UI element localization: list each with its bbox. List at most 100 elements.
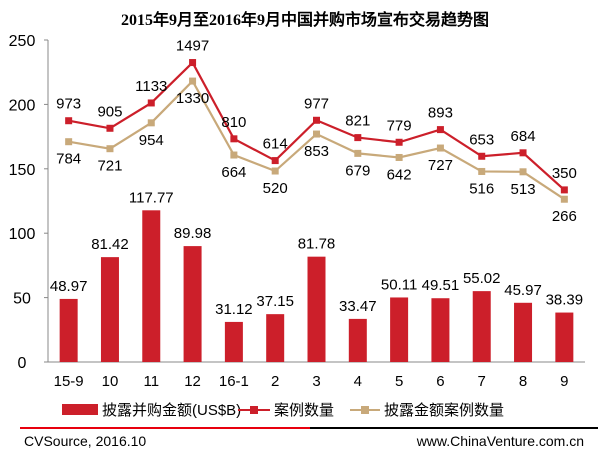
line-marker <box>395 153 403 161</box>
line-data-label: 513 <box>511 181 536 198</box>
x-tick-label: 16-1 <box>219 373 249 390</box>
line-data-label: 350 <box>552 165 577 182</box>
line-data-label: 1330 <box>176 90 209 107</box>
x-tick-label: 4 <box>354 373 362 390</box>
line-marker <box>519 168 527 176</box>
line-data-label: 679 <box>345 162 370 179</box>
line-marker <box>478 152 486 160</box>
chart-title: 2015年9月至2016年9月中国并购市场宣布交易趋势图 <box>120 12 489 29</box>
bar-data-label: 31.12 <box>215 301 253 318</box>
bar-data-label: 45.97 <box>504 282 542 299</box>
x-tick-label: 11 <box>143 373 159 390</box>
legend-swatch-marker <box>250 406 258 414</box>
x-tick-label: 7 <box>478 373 486 390</box>
line-data-label: 516 <box>469 180 494 197</box>
line-data-label: 905 <box>97 103 122 120</box>
line-marker <box>478 167 486 175</box>
line-marker <box>147 119 155 127</box>
bar-data-label: 81.42 <box>91 236 129 253</box>
line-marker <box>519 149 527 157</box>
bar <box>100 257 119 362</box>
source-label: CVSource, 2016.10 <box>24 433 147 449</box>
legend-swatch-marker <box>361 406 369 414</box>
y-tick-label: 50 <box>13 291 31 308</box>
bar <box>472 291 491 362</box>
line-marker <box>560 186 568 194</box>
bar-data-label: 81.78 <box>298 236 336 253</box>
bar-data-label: 89.98 <box>174 225 212 242</box>
line-marker <box>271 157 279 165</box>
line-data-label: 954 <box>139 132 164 149</box>
line-marker <box>313 116 320 124</box>
legend-label: 案例数量 <box>274 401 334 419</box>
bar <box>390 297 409 362</box>
bar-data-label: 49.51 <box>422 277 460 294</box>
line-data-label: 1497 <box>176 38 209 55</box>
line-data-label: 1133 <box>135 78 167 95</box>
line-data-label: 653 <box>469 131 494 148</box>
line-data-label: 727 <box>428 157 453 174</box>
line-data-label: 977 <box>304 95 329 112</box>
x-tick-label: 15-9 <box>54 373 84 390</box>
line-marker <box>65 138 73 146</box>
legend-swatch-bar <box>62 404 98 415</box>
bar-data-label: 33.47 <box>339 298 377 315</box>
x-tick-label: 9 <box>560 373 568 390</box>
y-tick-label: 0 <box>18 355 27 372</box>
y-tick-label: 150 <box>9 162 36 179</box>
line-marker <box>230 151 238 159</box>
x-tick-label: 2 <box>271 373 279 390</box>
line-data-label: 642 <box>387 166 412 183</box>
line-marker <box>147 99 155 107</box>
bar-data-label: 38.39 <box>546 292 584 309</box>
line-marker <box>189 59 197 67</box>
line-marker <box>106 145 114 153</box>
line-data-label: 821 <box>345 113 370 130</box>
line-marker <box>560 195 568 203</box>
line-marker <box>65 117 73 125</box>
line-marker <box>271 167 279 175</box>
legend-label: 披露并购金额(US$B) <box>102 402 241 419</box>
line-marker <box>106 124 114 132</box>
line-data-label: 779 <box>387 117 412 134</box>
line-marker <box>313 130 320 138</box>
bar <box>142 210 161 362</box>
bar-data-label: 48.97 <box>50 278 88 295</box>
line-data-label: 684 <box>511 128 536 145</box>
x-tick-label: 10 <box>102 373 119 390</box>
x-tick-label: 6 <box>436 373 444 390</box>
line-data-label: 810 <box>221 114 246 131</box>
bar <box>266 314 285 362</box>
bar <box>183 246 202 362</box>
y-tick-label: 250 <box>9 33 36 50</box>
x-tick-label: 8 <box>519 373 527 390</box>
line-marker <box>395 138 403 146</box>
line-marker <box>436 144 444 152</box>
line-marker <box>189 77 197 85</box>
bar <box>59 298 78 362</box>
x-tick-label: 3 <box>312 373 320 390</box>
line-marker <box>354 134 362 142</box>
bar-data-label: 55.02 <box>463 270 501 287</box>
bar <box>514 302 533 362</box>
line-data-label: 664 <box>221 164 246 181</box>
line-marker <box>354 149 362 157</box>
y-tick-label: 100 <box>9 226 36 243</box>
bar <box>224 321 243 362</box>
line-data-label: 784 <box>56 151 81 168</box>
line-data-label: 614 <box>263 136 288 153</box>
bar-data-label: 37.15 <box>256 293 294 310</box>
bar-data-label: 50.11 <box>381 276 417 293</box>
line-data-label: 520 <box>263 180 288 197</box>
line-data-label: 973 <box>56 96 81 113</box>
line-data-label: 721 <box>97 158 122 175</box>
line-data-label: 853 <box>304 143 329 160</box>
bar-data-label: 117.77 <box>129 189 174 206</box>
x-tick-label: 12 <box>184 373 201 390</box>
bar <box>307 256 326 362</box>
line-marker <box>436 126 444 134</box>
x-tick-label: 5 <box>395 373 403 390</box>
line-marker <box>230 135 238 143</box>
